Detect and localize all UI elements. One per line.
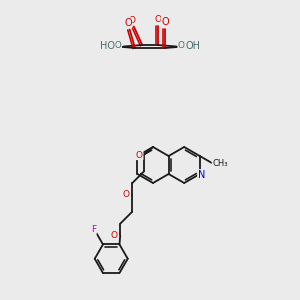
Text: O: O — [154, 15, 161, 24]
Text: O: O — [161, 17, 169, 27]
Text: O: O — [124, 18, 132, 28]
Text: OH: OH — [178, 40, 192, 50]
Text: CH₃: CH₃ — [212, 159, 228, 168]
Text: O: O — [110, 231, 117, 240]
Text: O: O — [122, 190, 129, 200]
Text: HO: HO — [100, 40, 115, 51]
Text: N: N — [198, 169, 205, 180]
Text: F: F — [91, 225, 96, 234]
Text: OH: OH — [185, 40, 200, 51]
Text: HO: HO — [108, 40, 122, 50]
Text: O: O — [136, 151, 143, 160]
Text: O: O — [129, 16, 136, 25]
